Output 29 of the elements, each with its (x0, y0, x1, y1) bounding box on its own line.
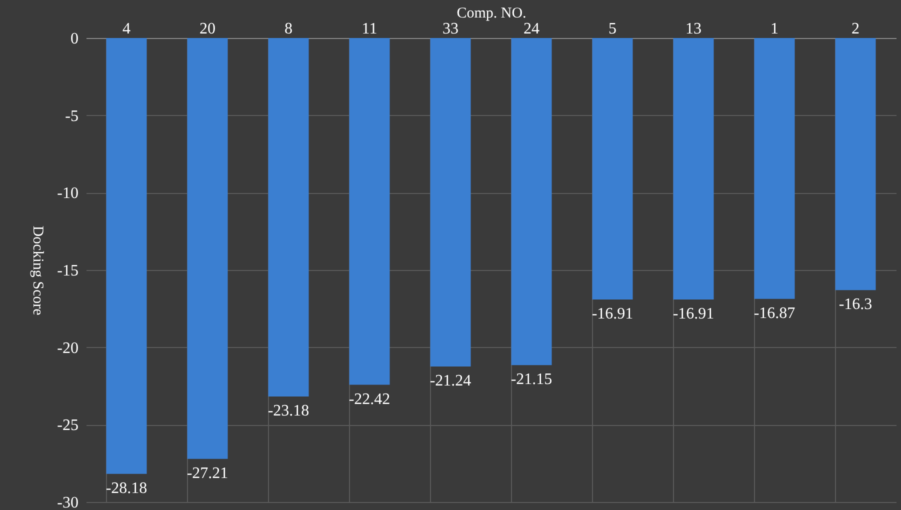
x-axis-title: Comp. NO. (456, 6, 526, 22)
x-tick-label: 8 (284, 20, 292, 38)
x-tick-label: 33 (442, 20, 458, 38)
data-label: -21.24 (430, 372, 472, 390)
x-tick-label: 20 (200, 20, 216, 38)
x-tick-label: 11 (362, 20, 378, 38)
y-tick-label: -25 (57, 417, 78, 434)
x-tick-label: 13 (686, 20, 702, 38)
x-tick-label: 4 (122, 20, 130, 38)
y-tick-label: -15 (57, 262, 78, 280)
data-label: -16.91 (672, 306, 714, 323)
x-tick-label: 1 (770, 20, 778, 38)
data-label: -16.87 (754, 304, 796, 322)
data-label: -27.21 (186, 464, 228, 482)
data-label: -28.18 (106, 480, 148, 497)
data-label: -22.42 (348, 390, 390, 408)
y-axis-title: Docking Score (30, 226, 46, 316)
x-tick-label: 2 (852, 20, 860, 38)
y-tick-label: -10 (57, 185, 78, 202)
y-tick-label: 0 (70, 30, 78, 48)
data-label: -21.15 (510, 371, 552, 388)
data-label: -16.91 (592, 306, 634, 323)
x-tick-label: 24 (524, 20, 540, 38)
y-tick-label: -20 (57, 340, 78, 357)
data-label: -23.18 (268, 402, 310, 420)
y-tick-label: -30 (57, 494, 78, 510)
data-label: -16.3 (838, 296, 872, 314)
x-tick-label: 5 (608, 20, 616, 38)
y-tick-label: -5 (65, 108, 78, 125)
